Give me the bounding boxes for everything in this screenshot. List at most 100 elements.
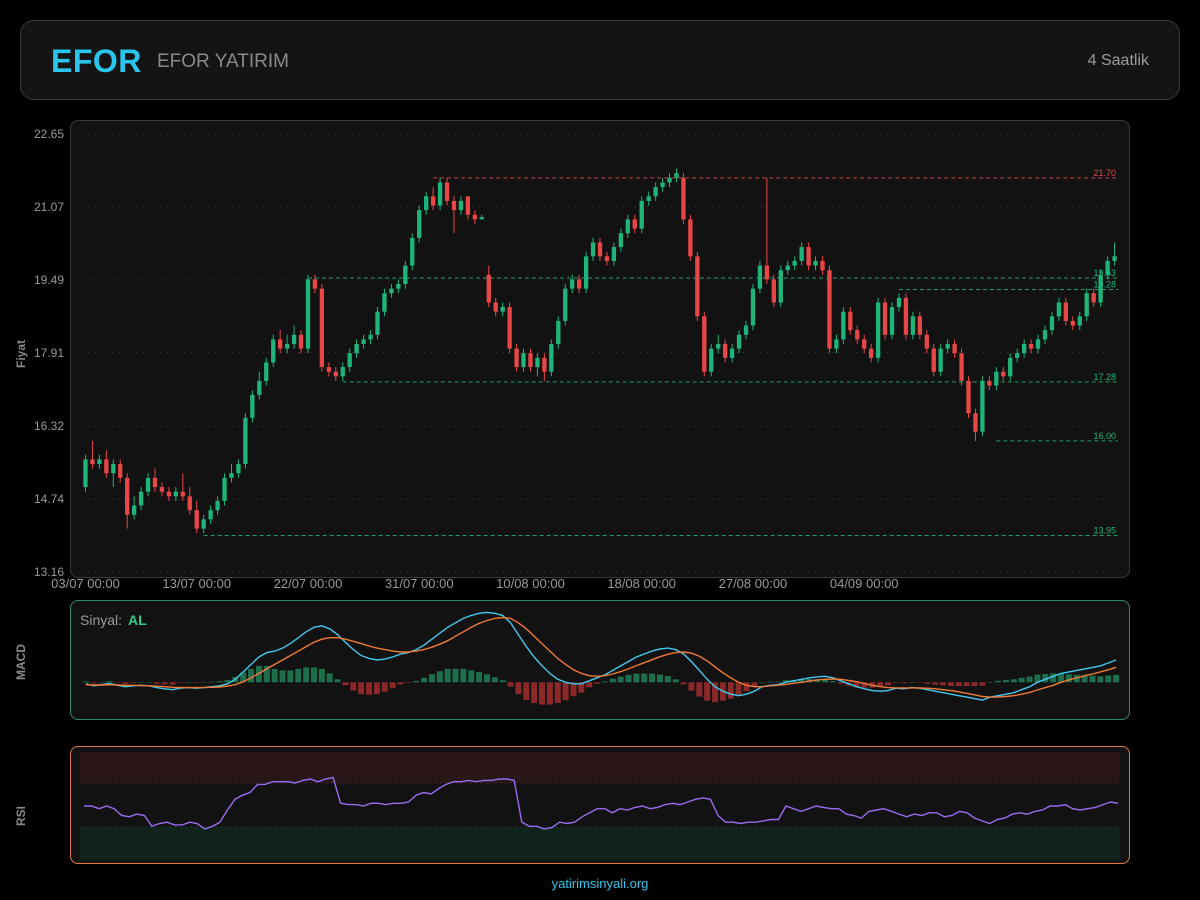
candle-body [688, 219, 693, 257]
candle-body [500, 307, 505, 312]
candle-body [827, 270, 832, 349]
macd-histogram-bar [468, 670, 475, 683]
time-x-tick: 13/07 00:00 [162, 576, 232, 591]
candle-body [848, 311, 853, 331]
candle-body [194, 510, 199, 529]
candle-body [222, 477, 227, 501]
macd-histogram-bar [539, 682, 546, 705]
price-y-tick: 22.65 [33, 127, 64, 141]
time-x-tick: 27/08 00:00 [718, 576, 788, 591]
candle-body [90, 459, 95, 464]
macd-histogram-bar [900, 682, 907, 684]
candle-body [792, 260, 797, 266]
macd-histogram-bar [287, 670, 294, 683]
candle-body [590, 242, 596, 257]
macd-histogram-bar [1105, 675, 1112, 683]
candle-body [396, 284, 401, 289]
header-bar: EFOR EFOR YATIRIM 4 Saatlik [20, 20, 1180, 100]
candle-body [243, 417, 248, 464]
candle-body [424, 196, 429, 211]
macd-histogram-bar [916, 682, 923, 683]
candle-body [257, 380, 262, 395]
footer-site-link[interactable]: yatirimsinyali.org [551, 876, 649, 891]
candle-body [757, 265, 763, 289]
candle-body [646, 196, 651, 201]
macd-histogram-bar [885, 682, 892, 686]
macd-histogram-bar [562, 682, 569, 701]
macd-histogram-bar [177, 682, 184, 683]
macd-histogram-bar [515, 682, 522, 695]
macd-histogram-bar [971, 682, 978, 687]
candle-body [813, 260, 818, 266]
macd-histogram-bar [1089, 675, 1096, 683]
candle-body [215, 500, 220, 511]
candle-body [674, 173, 679, 178]
candle-body [1063, 302, 1069, 321]
candle-body [250, 394, 255, 418]
macd-line [85, 611, 1117, 701]
candle-body [959, 353, 964, 381]
macd-histogram-bar [633, 673, 640, 683]
candle-body [298, 334, 304, 349]
macd-histogram-bar [531, 682, 538, 704]
candle-body [542, 357, 547, 372]
candle-body [340, 367, 345, 377]
candle-body [994, 371, 999, 386]
candle-body [104, 459, 109, 474]
candle-body [1084, 293, 1089, 317]
macd-histogram-bar [861, 682, 868, 688]
candle-body [785, 265, 790, 271]
candle-body [368, 334, 373, 340]
candle-body [83, 459, 88, 488]
macd-histogram-bar [421, 677, 428, 683]
candle-body [903, 297, 909, 335]
macd-histogram-bar [373, 682, 380, 695]
candle-body [1021, 344, 1027, 354]
candle-body [855, 330, 860, 340]
macd-histogram-bar [822, 679, 829, 683]
candle-body [778, 270, 783, 303]
price-y-tick: 14.74 [33, 492, 64, 507]
macd-histogram-bar [1042, 673, 1049, 683]
macd-histogram-bar [1097, 676, 1104, 683]
candle-body [535, 357, 540, 368]
candle-body [472, 214, 478, 220]
candle-body [264, 362, 269, 381]
macd-histogram-bar [767, 681, 774, 683]
macd-histogram-bar [476, 672, 483, 683]
price-y-tick: 21.07 [33, 199, 64, 214]
macd-histogram-bar [712, 682, 719, 703]
macd-histogram-bar [397, 682, 404, 685]
candle-body [528, 353, 533, 368]
macd-histogram-bar [145, 682, 152, 683]
candle-body [1015, 353, 1020, 358]
candle-body [333, 371, 338, 377]
candle-body [479, 217, 484, 220]
candle-body [375, 311, 380, 335]
company-name: EFOR YATIRIM [157, 51, 289, 72]
macd-histogram-bar [1034, 674, 1041, 683]
signal-label: Sinyal: [80, 612, 123, 628]
candle-body [660, 182, 665, 188]
candle-body [834, 339, 839, 349]
candle-body [709, 348, 714, 372]
macd-histogram-bar [240, 672, 247, 683]
candle-body [729, 348, 735, 358]
macd-histogram-bar [405, 682, 412, 683]
candle-body [229, 473, 234, 478]
candle-body [549, 344, 554, 372]
macd-histogram-bar [413, 680, 420, 683]
candle-body [882, 302, 888, 335]
macd-histogram-bar [546, 682, 553, 705]
macd-histogram-bar [295, 668, 302, 683]
candle-body [750, 288, 756, 326]
macd-histogram-bar [169, 682, 176, 685]
candle-body [1042, 330, 1048, 340]
candle-body [1105, 260, 1110, 275]
macd-histogram-bar [751, 682, 758, 687]
timeframe-label[interactable]: 4 Saatlik [1087, 52, 1149, 69]
candle-body [458, 200, 464, 211]
ticker-symbol: EFOR [51, 43, 142, 79]
macd-histogram-bar [1065, 674, 1072, 683]
candle-body [820, 260, 825, 271]
